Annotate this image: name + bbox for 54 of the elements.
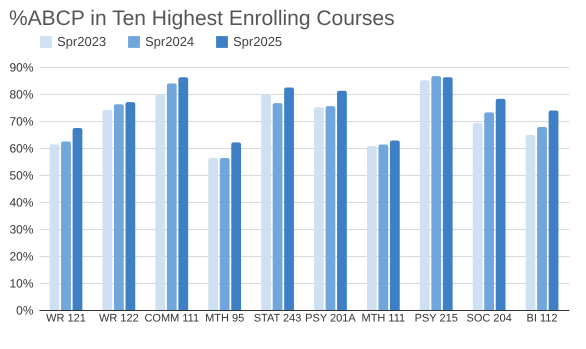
bar	[61, 142, 71, 310]
y-tick-label: 0%	[16, 304, 34, 318]
legend-label: Spr2025	[233, 34, 282, 49]
x-tick-label: WR 121	[46, 312, 86, 324]
bar	[537, 126, 547, 310]
y-tick-label: 60%	[9, 142, 34, 156]
y-tick-label: 90%	[9, 60, 34, 74]
bar	[125, 102, 136, 310]
y-tick-label: 10%	[9, 276, 34, 290]
x-tick-label: MTH 95	[205, 312, 244, 324]
bar	[166, 83, 177, 310]
bar	[284, 88, 294, 310]
y-tick-label: 50%	[9, 168, 34, 182]
bar	[155, 94, 166, 310]
bar	[420, 80, 430, 310]
bar	[178, 77, 188, 310]
x-tick-label: STAT 243	[254, 312, 302, 324]
bar	[472, 122, 483, 310]
bar	[50, 144, 60, 310]
x-tick-label: COMM 111	[144, 312, 200, 324]
bar	[442, 77, 453, 310]
x-tick-label: PSY 201A	[305, 312, 356, 324]
bar	[526, 135, 536, 310]
bar	[231, 142, 242, 310]
chart-title: %ABCP in Ten Highest Enrolling Courses	[8, 7, 395, 30]
bar	[378, 144, 388, 310]
x-tick-label: PSY 215	[414, 312, 458, 324]
bar	[208, 158, 218, 310]
bar	[72, 128, 82, 310]
bar	[431, 76, 442, 310]
x-tick-label: BI 112	[526, 312, 558, 324]
y-tick-label: 20%	[9, 250, 34, 264]
bar	[496, 98, 506, 310]
bar	[548, 110, 558, 310]
bar	[261, 94, 271, 310]
bar	[366, 146, 377, 310]
bar	[390, 140, 400, 310]
bar	[484, 112, 494, 310]
bar	[114, 104, 124, 310]
bar	[337, 90, 347, 310]
y-tick-label: 30%	[9, 222, 34, 236]
legend-label: Spr2024	[145, 34, 194, 49]
x-tick-label: WR 122	[98, 312, 139, 324]
y-tick-label: 70%	[9, 114, 34, 128]
bar	[272, 103, 282, 310]
x-tick-label: MTH 111	[362, 312, 406, 324]
bar	[220, 158, 230, 310]
y-tick-label: 80%	[9, 88, 34, 102]
x-tick-label: SOC 204	[466, 312, 512, 324]
bar	[314, 107, 324, 310]
legend-label: Spr2023	[57, 34, 106, 49]
bar	[326, 106, 336, 310]
y-tick-label: 40%	[9, 196, 34, 210]
bar	[102, 110, 112, 310]
